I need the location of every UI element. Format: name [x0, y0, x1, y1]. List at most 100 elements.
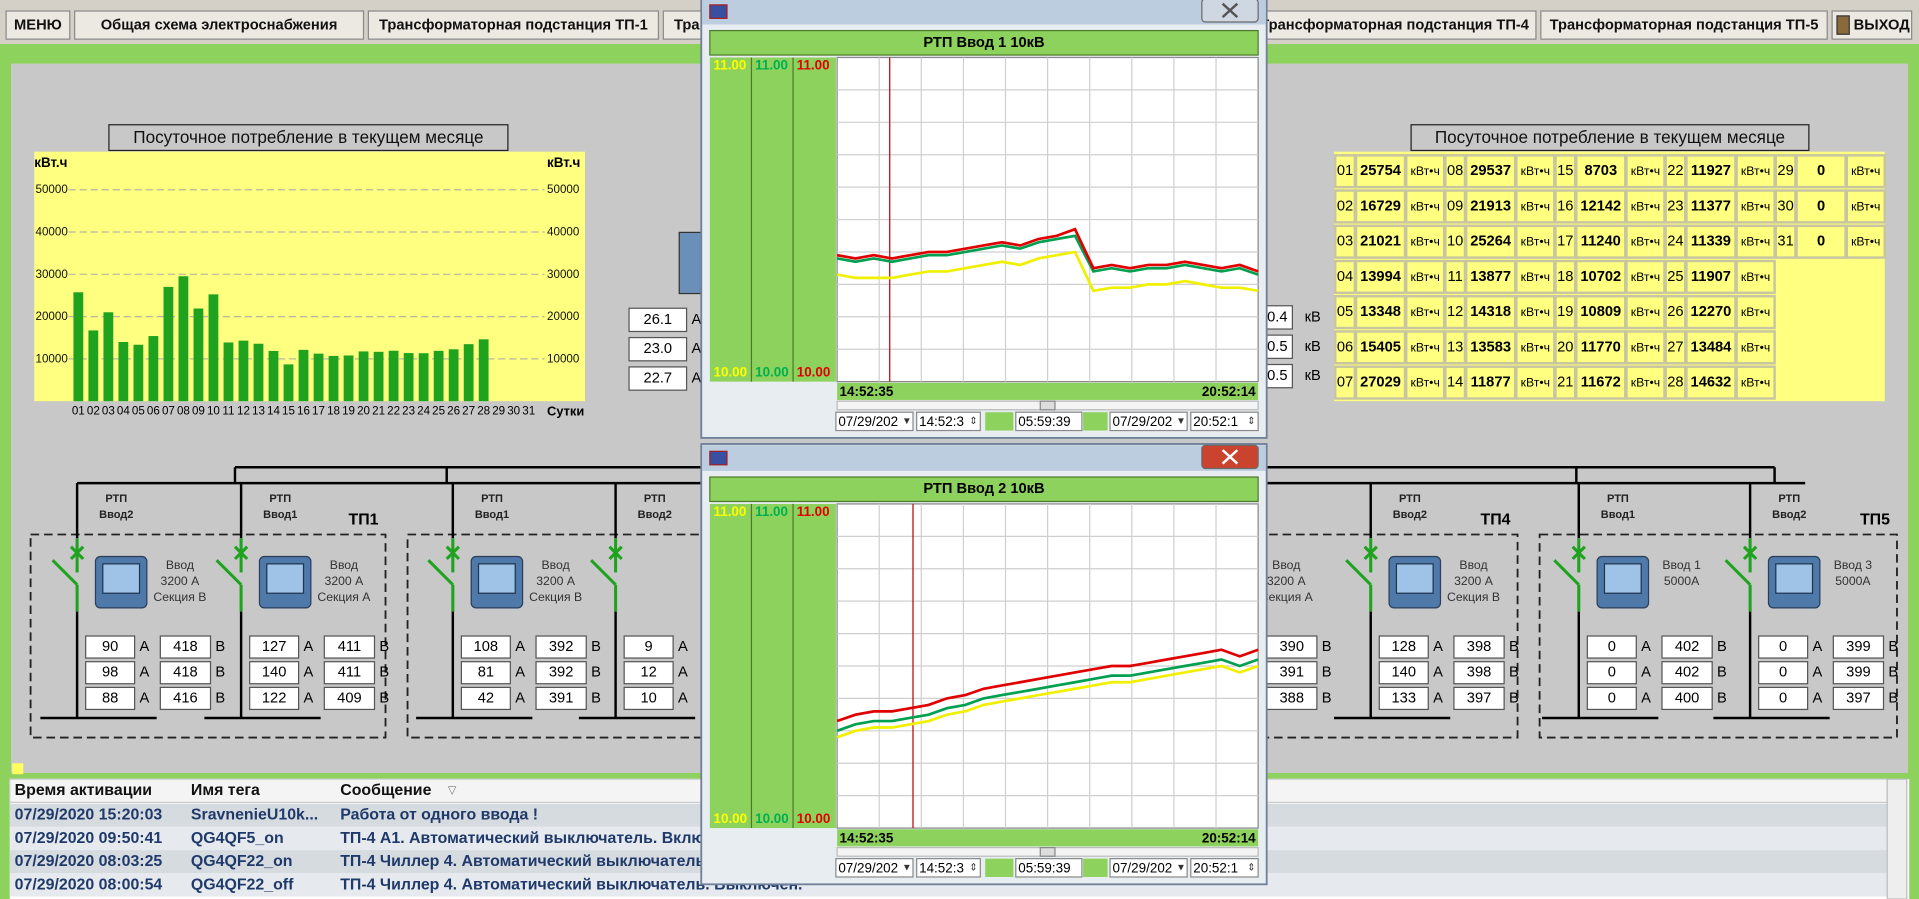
volts-unit: В [215, 665, 225, 681]
trend-line [836, 250, 1259, 293]
table-cell [1625, 365, 1666, 400]
unit-label: кВт•ч [1851, 199, 1880, 213]
day-value: 11377 [1691, 198, 1731, 214]
control-field[interactable] [835, 411, 914, 432]
reading-unit: кВ [1305, 368, 1321, 384]
volts-unit: В [1888, 665, 1898, 681]
trend-line [836, 664, 1259, 739]
day-value: 15405 [1360, 339, 1401, 355]
day-label: 08 [1447, 163, 1463, 179]
control-spacer [985, 412, 1014, 431]
y-unit-left: кВт.ч [34, 155, 67, 170]
table-cell [1625, 295, 1666, 330]
trend-line [836, 658, 1259, 733]
reading-value: 26.1 [644, 312, 673, 328]
scroll-thumb[interactable] [1039, 400, 1056, 411]
table-cell [1685, 154, 1737, 189]
day-value: 11907 [1691, 269, 1731, 285]
scale-label: 10.00 [755, 364, 789, 379]
day-value: 25754 [1360, 163, 1402, 179]
scroll-thumb[interactable] [1039, 847, 1056, 857]
reading-value: 23.0 [644, 341, 673, 357]
control-spacer [1083, 412, 1108, 431]
unit-label: кВт•ч [1741, 164, 1770, 178]
amps-value: 0 [1779, 690, 1787, 706]
menu-label: Трансформаторная подстанция ТП-4 [1260, 18, 1530, 34]
day-label: 11 [1448, 269, 1463, 285]
unit-label: кВт•ч [1521, 199, 1550, 213]
menu-button[interactable]: Трансформаторная подстанция ТП-4 [1252, 10, 1537, 40]
volts-value: 409 [337, 690, 361, 706]
day-label: 06 [1337, 339, 1353, 355]
unit-label: кВт•ч [1410, 376, 1439, 390]
control-arrow: ▼ [1176, 862, 1186, 873]
meter-label: Секция В [1447, 590, 1500, 604]
amps-unit: А [515, 665, 525, 681]
menu-button[interactable]: Трансформаторная подстанция ТП-5 [1540, 10, 1828, 40]
unit-label: кВт•ч [1521, 340, 1550, 354]
bar [178, 276, 189, 402]
control-field[interactable] [1109, 858, 1188, 878]
control-field[interactable] [835, 858, 914, 878]
chart-area [34, 151, 586, 402]
control-field[interactable] [916, 411, 981, 432]
bus-line [1724, 559, 1752, 586]
amps-box [1378, 686, 1429, 711]
amps-box [249, 635, 300, 659]
day-value: 16729 [1360, 198, 1401, 214]
meter-label: 5000А [1664, 574, 1700, 588]
trend-line [836, 648, 1259, 723]
control-text: 07/29/202 [838, 414, 898, 429]
control-field[interactable] [1109, 411, 1188, 432]
day-label: 17 [1557, 234, 1573, 250]
amps-box [249, 661, 300, 685]
menu-button[interactable]: МЕНЮ [5, 10, 71, 40]
time-bar [837, 829, 1259, 847]
day-value: 14318 [1470, 304, 1511, 320]
volts-box [535, 661, 587, 685]
time-bar [837, 382, 1259, 400]
bar [133, 344, 144, 402]
x-tick-label: 03 [102, 404, 115, 417]
control-arrow: ⇕ [969, 862, 977, 873]
alarm-cell: QG4QF22_on [191, 853, 293, 870]
day-value: 0 [1817, 163, 1825, 179]
amps-box [249, 686, 300, 711]
menu-button[interactable]: ВЫХОД [1831, 10, 1913, 40]
control-field[interactable] [1190, 411, 1259, 432]
control-field[interactable] [1190, 858, 1259, 878]
amps-unit: А [1813, 665, 1823, 681]
control-field[interactable] [1015, 411, 1083, 432]
alarm-column-header: Время активации [15, 782, 152, 799]
reading-box [628, 336, 688, 362]
y-tick-label-right: 50000 [547, 183, 579, 196]
amps-unit: А [515, 690, 525, 706]
bar [418, 353, 429, 402]
unit-label: кВт•ч [1410, 270, 1439, 284]
menu-button[interactable]: Трансформаторная подстанция ТП-1 [367, 10, 660, 40]
table-cell [1575, 224, 1627, 259]
day-value: 8703 [1584, 163, 1617, 179]
control-field[interactable] [916, 858, 981, 878]
volts-unit: В [1509, 690, 1519, 706]
x-tick-label: 26 [447, 404, 460, 417]
volts-box [159, 686, 212, 711]
amps-unit: А [1433, 690, 1443, 706]
day-label: 26 [1667, 304, 1683, 320]
day-label: 16 [1557, 198, 1573, 214]
control-field[interactable] [1015, 858, 1083, 878]
meter-label: 3200 А [325, 574, 365, 588]
control-spacer [985, 858, 1014, 877]
breaker-label: Ввод1 [1601, 509, 1635, 521]
menu-button[interactable]: Общая схема электроснабжения [74, 10, 365, 40]
alarm-cell: SravnenieU10k... [191, 807, 318, 824]
breaker-label: Ввод1 [263, 509, 297, 521]
unit-label: кВт•ч [1631, 376, 1660, 390]
amps-value: 88 [102, 690, 118, 706]
table-cell [1575, 365, 1627, 400]
table-title: Посуточное потребление в текущем месяце [1435, 128, 1785, 147]
volts-box [1661, 661, 1713, 685]
amps-value: 81 [478, 665, 494, 681]
volts-unit: В [1888, 690, 1898, 706]
unit-label: кВт•ч [1521, 376, 1550, 390]
